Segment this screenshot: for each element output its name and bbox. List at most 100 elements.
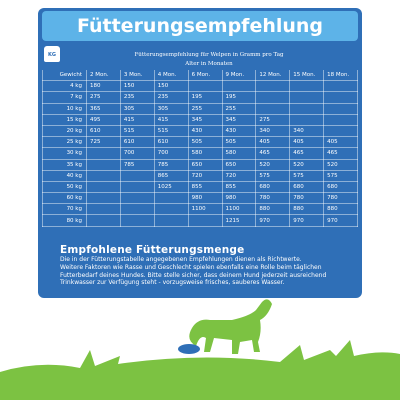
title: Fütterungsempfehlung <box>42 11 358 41</box>
table-row: 4 kg 180 150 150 <box>42 80 358 93</box>
cell <box>289 80 325 93</box>
cell <box>119 180 155 194</box>
group-header: Alter in Monaten <box>185 61 233 67</box>
feeding-table: Gewicht 2 Mon. 3 Mon. 4 Mon. 6 Mon. 9 Mon. 12 … <box>42 70 358 227</box>
notes-line: Trinkwasser zur Verfügung steht - vorzug… <box>60 279 285 287</box>
weight-cell: 30 kg <box>42 147 87 160</box>
table-row: 30 kg 700 700 580 580 465 465 465 <box>42 147 358 160</box>
cell: 980 <box>187 192 223 205</box>
weight-cell: 35 kg <box>42 158 87 171</box>
cell: 680 <box>323 180 358 194</box>
weight-icon: KG <box>44 46 60 62</box>
cell: 580 <box>221 147 257 160</box>
cell <box>86 203 121 216</box>
cell: 465 <box>255 147 291 160</box>
cell: 610 <box>153 136 189 149</box>
column-header: 15 Mon. <box>289 70 325 82</box>
weight-cell: 20 kg <box>42 124 87 138</box>
column-header: 6 Mon. <box>187 70 223 82</box>
cell: 575 <box>255 169 291 182</box>
cell: 610 <box>86 124 121 138</box>
cell <box>221 80 257 93</box>
cell <box>323 124 358 138</box>
cell <box>86 214 121 227</box>
cell <box>86 192 121 205</box>
grass <box>0 340 400 400</box>
weight-cell: 25 kg <box>42 136 87 149</box>
cell: 970 <box>289 214 325 227</box>
weight-cell: 70 kg <box>42 203 87 216</box>
cell: 725 <box>86 136 121 149</box>
cell: 520 <box>323 158 358 171</box>
cell: 785 <box>153 158 189 171</box>
cell <box>86 180 121 194</box>
cell: 865 <box>153 169 189 182</box>
notes-line: Die in der Fütterungstabelle angegebenen… <box>60 256 302 263</box>
cell: 1100 <box>187 203 223 216</box>
table-row: 40 kg 865 720 720 575 575 575 <box>42 169 358 182</box>
table-row: 35 kg 785 785 650 650 520 520 520 <box>42 158 358 171</box>
cell <box>119 192 155 205</box>
cell: 305 <box>119 102 155 115</box>
cell: 520 <box>255 158 291 171</box>
cell: 195 <box>187 91 223 104</box>
cell: 720 <box>187 169 223 182</box>
notes-heading: Empfohlene Fütterungsmenge <box>60 244 245 256</box>
illustration <box>0 299 400 400</box>
cell <box>86 147 121 160</box>
cell: 345 <box>187 113 223 126</box>
cell: 520 <box>289 158 325 171</box>
cell: 855 <box>187 180 223 194</box>
cell <box>86 158 121 171</box>
cell: 880 <box>255 203 291 216</box>
cell: 340 <box>289 124 325 138</box>
weight-cell: 10 kg <box>42 102 87 115</box>
cell <box>153 203 189 216</box>
cell: 780 <box>289 192 325 205</box>
cell: 1025 <box>153 180 189 194</box>
cell: 505 <box>187 136 223 149</box>
bowl <box>178 344 200 354</box>
cell: 610 <box>119 136 155 149</box>
column-header: 18 Mon. <box>323 70 358 82</box>
cell: 305 <box>153 102 189 115</box>
cell <box>323 102 358 115</box>
cell: 180 <box>86 80 121 93</box>
cell <box>255 91 291 104</box>
notes-text: Die in der Fütterungstabelle angegebenen… <box>60 256 356 287</box>
cell: 575 <box>323 169 358 182</box>
weight-cell: 15 kg <box>42 113 87 126</box>
column-header: 4 Mon. <box>153 70 189 82</box>
cell: 195 <box>221 91 257 104</box>
cell <box>119 214 155 227</box>
cell: 415 <box>119 113 155 126</box>
notes-line: Futterbedarf deines Hundes. Bitte stelle… <box>60 271 327 279</box>
cell: 255 <box>187 102 223 115</box>
cell <box>323 113 358 126</box>
cell: 150 <box>153 80 189 93</box>
cell <box>119 203 155 216</box>
table-row: 20 kg 610 515 515 430 430 340 340 <box>42 124 358 138</box>
cell: 515 <box>119 124 155 138</box>
column-header: 3 Mon. <box>119 70 155 82</box>
cell: 465 <box>289 147 325 160</box>
cell: 150 <box>119 80 155 93</box>
table-row: 70 kg 1100 1100 880 880 880 <box>42 203 358 216</box>
cell: 980 <box>221 192 257 205</box>
cell: 970 <box>255 214 291 227</box>
cell <box>255 80 291 93</box>
cell: 430 <box>221 124 257 138</box>
cell: 780 <box>323 192 358 205</box>
weight-cell: 7 kg <box>42 91 87 104</box>
cell: 680 <box>289 180 325 194</box>
column-header: 2 Mon. <box>86 70 121 82</box>
cell: 880 <box>323 203 358 216</box>
cell <box>289 91 325 104</box>
cell <box>86 169 121 182</box>
cell: 575 <box>289 169 325 182</box>
cell: 855 <box>221 180 257 194</box>
cell <box>289 102 325 115</box>
cell: 465 <box>323 147 358 160</box>
cell: 505 <box>221 136 257 149</box>
